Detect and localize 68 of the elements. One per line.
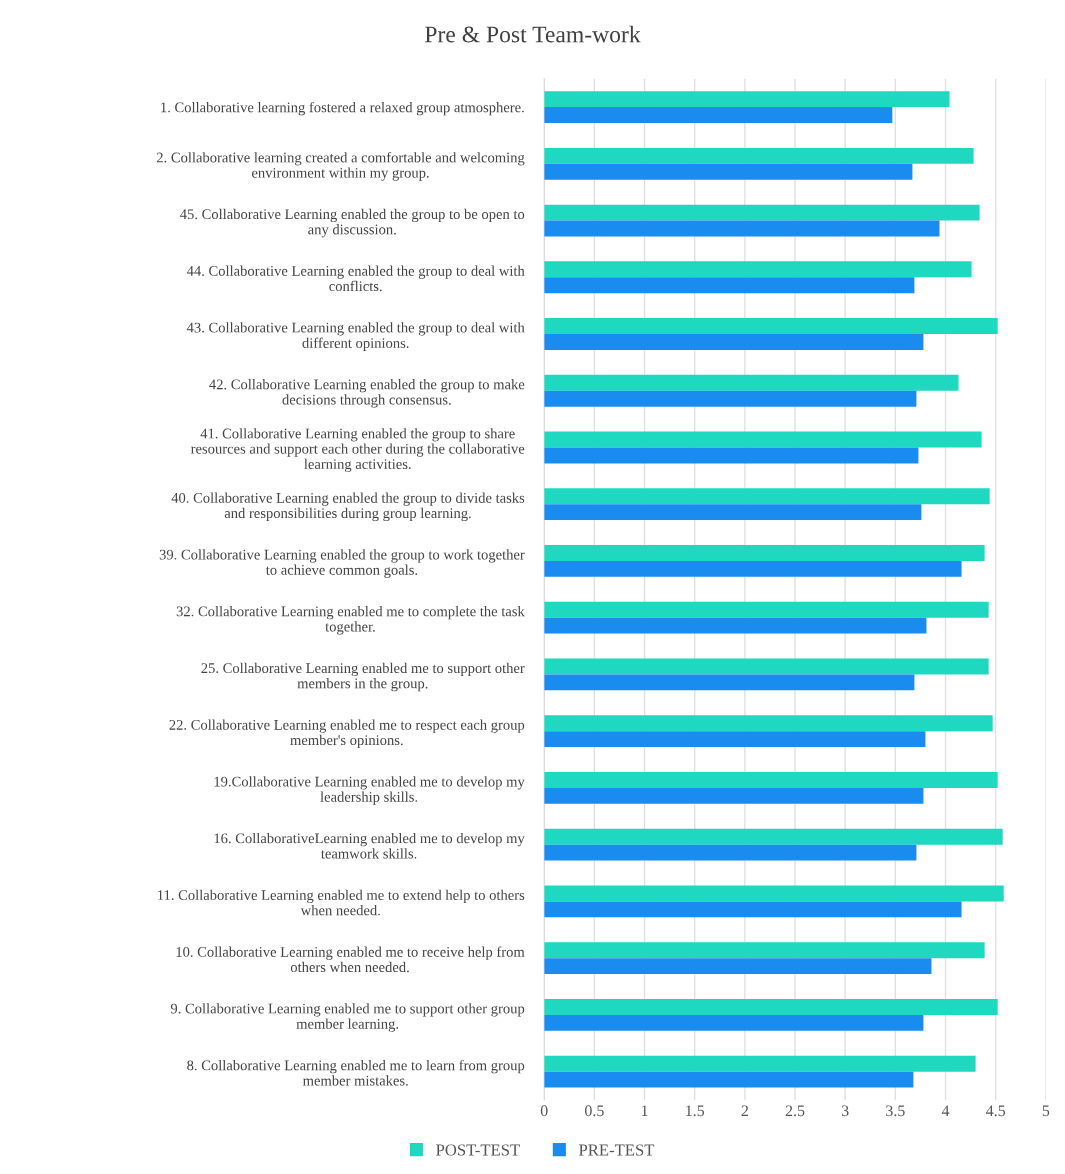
bar [544, 844, 917, 861]
x-tick-label: 0 [540, 1105, 548, 1117]
bar [544, 942, 985, 959]
bar [544, 374, 959, 391]
y-tick-label: 43. Collaborative Learning enabled the group to deal with different opinions. [186, 322, 525, 351]
bar [544, 318, 998, 334]
bar [544, 447, 919, 464]
bar [544, 658, 989, 675]
bar [544, 147, 974, 164]
y-tick-label: 42. Collaborative Learning enabled the group to make decisions through consensus. [209, 379, 525, 408]
y-tick-label: 40. Collaborative Learning enabled the group to divide tasks and responsibilities during group learning. [171, 492, 525, 522]
x-tick-label: 4 [941, 1105, 950, 1116]
bar [544, 674, 915, 691]
bar [544, 828, 1003, 845]
bar [544, 504, 922, 521]
bar [544, 204, 980, 221]
bar [544, 772, 998, 788]
bar [544, 431, 982, 448]
bar [544, 1071, 914, 1088]
y-tick-label: 45. Collaborative Learning enabled the group to be open to any discussion. [180, 208, 525, 238]
x-tick-label: 5 [1042, 1105, 1050, 1117]
y-tick-label: 11. Collaborative Learning enabled me to extend help to others when needed. [158, 889, 525, 916]
y-tick-label: 41. Collaborative Learning enabled the group to share resources and support each other during the collaborative learning activities. [190, 428, 525, 472]
y-tick-label: 8. Collaborative Learning enabled me to learn from group member mistakes. [187, 1059, 525, 1086]
bar [544, 1055, 976, 1072]
bar [544, 901, 962, 918]
bar [544, 261, 972, 278]
y-tick-label: 22. Collaborative Learning enabled me to respect each group member's opinions. [169, 719, 525, 749]
bar [544, 731, 926, 748]
y-tick-label: 2. Collaborative learning created a comfortable and welcoming environment within my group. [156, 152, 525, 181]
x-tick-label: 3 [841, 1105, 849, 1117]
y-tick-label: 44. Collaborative Learning enabled the group to deal with conflicts. [186, 265, 525, 292]
chart-title: Pre & Post Team-work [425, 25, 641, 43]
x-tick-label: 1.5 [686, 1105, 705, 1117]
x-tick-label: 2.5 [785, 1105, 805, 1117]
x-tick-label: 3.5 [886, 1105, 905, 1117]
bar [544, 958, 932, 975]
x-tick-label: 2 [741, 1105, 748, 1116]
bar [544, 617, 927, 634]
bar [544, 277, 915, 294]
legend-label: POST-TEST [436, 1144, 520, 1156]
bar [544, 601, 989, 618]
x-tick-label: 4.5 [986, 1105, 1006, 1117]
bar [544, 163, 913, 180]
bar [544, 885, 1004, 902]
y-tick-label: 10. Collaborative Learning enabled me to receive help from others when needed. [176, 946, 525, 973]
bar [544, 545, 985, 561]
bar [544, 390, 917, 407]
y-tick-label: 32. Collaborative Learning enabled me to complete the task together. [176, 606, 525, 635]
bar [544, 220, 940, 237]
bar [544, 999, 998, 1015]
y-tick-label: 39. Collaborative Learning enabled the group to work together to achieve common goals. [159, 549, 525, 578]
y-tick-label: 16. CollaborativeLearning enabled me to develop my teamwork skills. [214, 833, 525, 859]
bar [544, 91, 950, 108]
bar [544, 715, 993, 732]
bar [544, 1014, 924, 1031]
x-tick-label: 1 [641, 1105, 648, 1116]
y-tick-label: 25. Collaborative Learning enabled me to support other members in the group. [201, 662, 525, 692]
y-tick-label: 19.Collaborative Learning enabled me to develop my leadership skills. [214, 776, 525, 805]
bar [544, 334, 924, 350]
bar [544, 787, 924, 804]
bar [544, 560, 962, 577]
bar [544, 488, 990, 505]
y-tick-label: 9. Collaborative Learning enabled me to support other group member learning. [170, 1003, 525, 1032]
y-tick-label: 1. Collaborative learning fostered a relaxed group atmosphere. [161, 101, 524, 116]
x-tick-label: 0.5 [585, 1105, 604, 1117]
legend-label: PRE-TEST [578, 1144, 655, 1156]
bar [544, 107, 893, 123]
